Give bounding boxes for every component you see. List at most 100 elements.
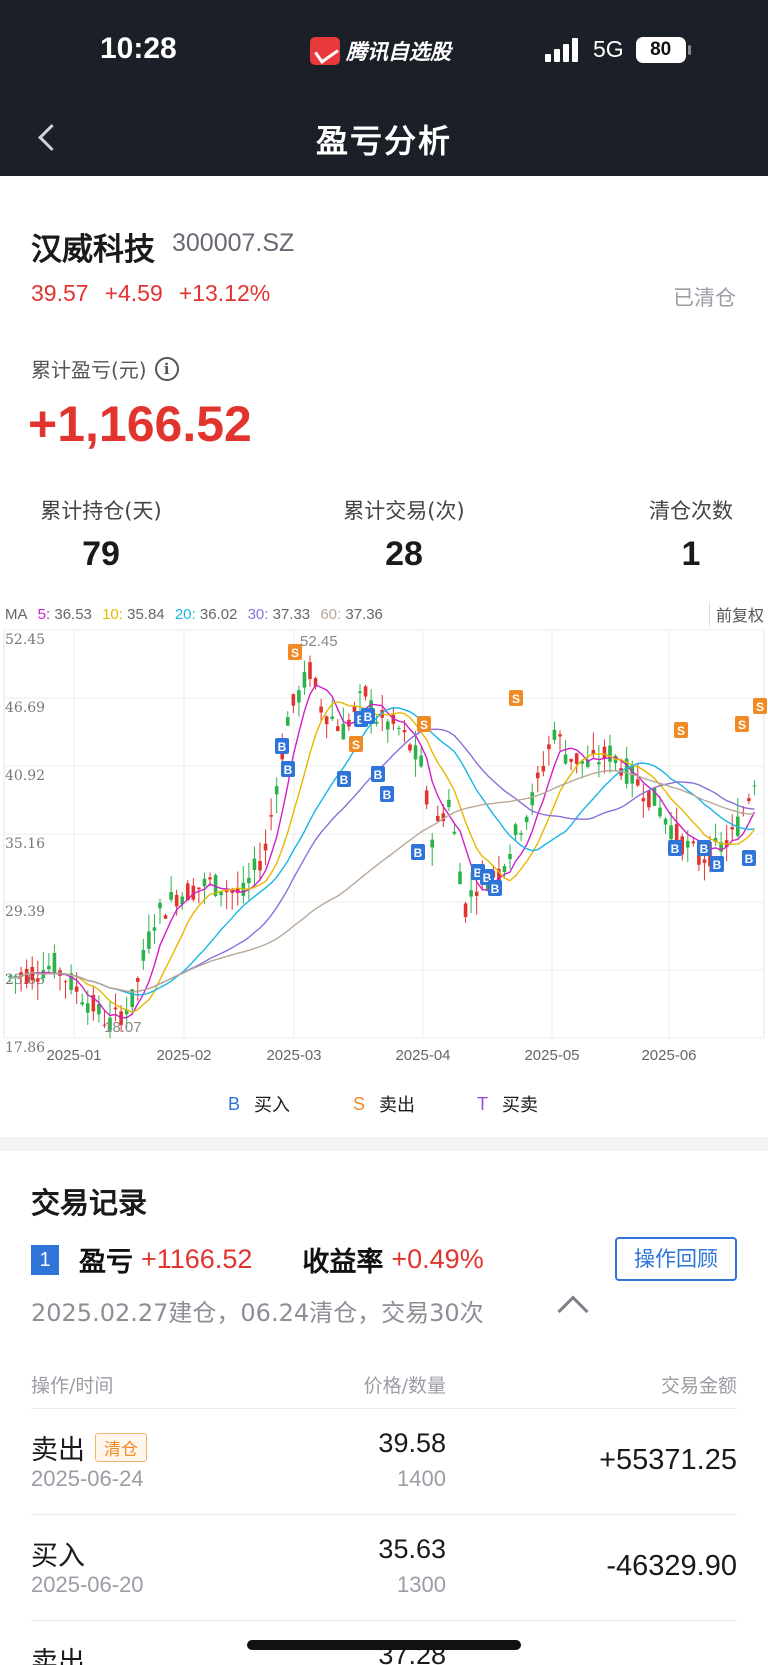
candle-body	[297, 690, 301, 703]
candle-body	[130, 989, 135, 1008]
kline-chart[interactable]: 52.4546.6940.9235.1629.3923.6317.862025-…	[0, 626, 768, 1066]
trade-op: 卖出	[31, 1640, 85, 1665]
svg-text:S: S	[352, 738, 360, 752]
sell-marker: S	[509, 690, 523, 706]
candle-body	[513, 824, 518, 836]
y-tick-label: 35.16	[5, 836, 45, 852]
candle-body	[385, 721, 390, 730]
candle-body	[269, 815, 273, 817]
legend-sell: S 卖出	[353, 1091, 415, 1117]
candle-body	[730, 827, 735, 830]
candle-body	[197, 887, 201, 890]
pnl-value: +1,166.52	[28, 396, 252, 452]
candle-body	[74, 986, 79, 992]
home-indicator	[247, 1640, 521, 1650]
svg-text:B: B	[474, 866, 483, 880]
stock-price: 39.57	[31, 280, 89, 306]
candle-body	[208, 877, 212, 880]
candle-body	[341, 723, 346, 740]
ma-line-20	[9, 707, 755, 996]
candle-body	[174, 894, 179, 907]
status-bar: 10:28 腾讯自选股 5G 80	[0, 0, 768, 100]
legend-label: 买入	[254, 1095, 291, 1116]
svg-text:S: S	[677, 724, 685, 738]
stock-code: 300007.SZ	[172, 229, 295, 257]
ma-prefix: MA	[5, 606, 28, 623]
candle-body	[30, 967, 35, 981]
candle-body	[680, 836, 685, 855]
ma-5: 5: 36.53	[37, 606, 92, 623]
candle-body	[558, 734, 562, 737]
candle-body	[458, 871, 462, 885]
candle-body	[91, 995, 96, 1012]
x-tick-label: 2025-04	[395, 1047, 450, 1064]
row-divider	[31, 1514, 737, 1515]
y-tick-label: 40.92	[5, 768, 45, 784]
candle-body	[152, 927, 157, 931]
candle-body	[535, 772, 540, 779]
candle-body	[258, 860, 262, 871]
candle-body	[69, 973, 73, 991]
y-tick-label: 52.45	[5, 632, 45, 648]
adjust-toggle[interactable]: 前复权	[708, 602, 764, 626]
trade-op-label: 买入	[31, 1541, 85, 1572]
network-label: 5G	[593, 36, 624, 62]
record-pnl-label: 盈亏	[79, 1247, 133, 1278]
candle-body	[685, 840, 690, 848]
candle-body	[191, 885, 196, 900]
candle-body	[552, 729, 557, 740]
candle-body	[352, 705, 357, 713]
chevron-up-icon[interactable]	[557, 1295, 589, 1327]
candle-body	[485, 882, 490, 890]
candle-body	[85, 1003, 90, 1013]
candle-body	[563, 754, 568, 764]
ma-line-5	[9, 684, 756, 1019]
status-time: 10:28	[100, 32, 177, 65]
svg-text:B: B	[278, 740, 287, 754]
candle-body	[402, 730, 407, 733]
stat-value: 1	[681, 535, 701, 573]
stat-label: 累计交易(次)	[343, 499, 465, 523]
info-icon[interactable]: i	[154, 356, 179, 381]
candle-body	[308, 662, 312, 680]
candle-body	[441, 813, 446, 822]
candle-body	[252, 858, 257, 871]
buy-marker: B	[337, 771, 351, 787]
row-divider	[31, 1408, 737, 1409]
svg-text:B: B	[374, 768, 383, 782]
candle-body	[319, 706, 323, 713]
buy-marker: B	[697, 840, 711, 856]
candle-body	[147, 931, 151, 949]
nav-bar: 盈亏分析	[0, 100, 768, 176]
candle-body	[347, 719, 351, 727]
candle-body	[224, 890, 229, 893]
candle-body	[219, 892, 223, 896]
candle-body	[141, 950, 146, 961]
candle-body	[508, 853, 512, 860]
candle-body	[8, 975, 12, 978]
legend-label: 卖出	[379, 1095, 416, 1116]
candle-body	[585, 759, 590, 767]
svg-text:S: S	[420, 718, 428, 732]
col-amount: 交易金额	[660, 1375, 737, 1397]
candle-body	[24, 968, 29, 984]
candle-body	[497, 868, 501, 881]
candle-body	[202, 878, 207, 887]
x-tick-label: 2025-02	[156, 1047, 211, 1064]
record-summary-head: 1 盈亏 +1166.52 收益率 +0.49%	[31, 1240, 484, 1279]
svg-text:B: B	[713, 858, 722, 872]
candle-body	[80, 1002, 85, 1005]
review-button[interactable]: 操作回顾	[615, 1237, 737, 1281]
candle-body	[374, 721, 379, 724]
candle-body	[452, 831, 457, 834]
sell-marker: S	[417, 716, 431, 732]
y-tick-label: 17.86	[5, 1040, 45, 1056]
candle-body	[747, 798, 751, 802]
svg-text:S: S	[756, 700, 764, 714]
sell-marker: S	[674, 722, 688, 738]
high-label: 52.45	[300, 633, 338, 650]
stat-holding-days: 累计持仓(天) 79	[31, 495, 171, 574]
candle-body	[263, 843, 268, 851]
candle-body	[574, 753, 579, 764]
legend-label: 买卖	[502, 1095, 538, 1116]
